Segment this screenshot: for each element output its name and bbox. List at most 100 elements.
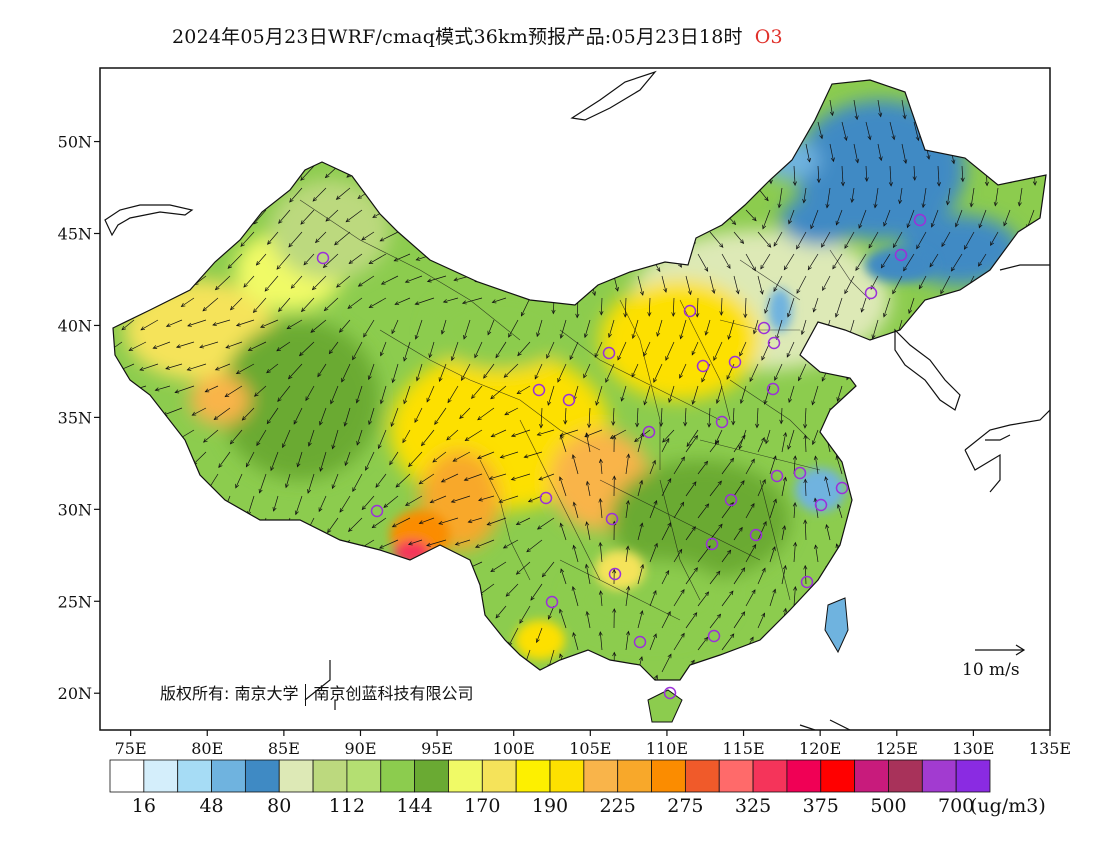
wind-arrow xyxy=(213,407,231,421)
wind-arrow xyxy=(534,363,543,380)
wind-arrow xyxy=(685,275,692,296)
wind-arrow xyxy=(825,523,831,541)
colorbar-label: 112 xyxy=(328,795,366,817)
station-marker xyxy=(539,491,553,505)
station-marker xyxy=(864,286,878,300)
wind-arrow xyxy=(803,407,808,429)
wind-arrow xyxy=(892,275,903,295)
lon-tick-label: 95E xyxy=(421,739,453,758)
wind-arrow xyxy=(461,363,471,382)
wind-arrow xyxy=(289,187,303,203)
wind-arrow xyxy=(691,385,699,405)
wind-arrow xyxy=(305,385,315,402)
wind-arrow xyxy=(490,561,507,573)
wind-arrow xyxy=(631,363,639,378)
wind-arrow xyxy=(993,187,999,207)
colorbar-label: 325 xyxy=(734,795,772,817)
wind-arrow xyxy=(477,407,495,421)
wind-arrow xyxy=(536,319,543,338)
wind-arrow xyxy=(755,407,760,429)
wind-arrow xyxy=(418,473,435,485)
wind-arrow xyxy=(781,525,787,541)
wind-arrow xyxy=(495,605,507,619)
wind-arrow xyxy=(803,519,808,541)
wind-arrow xyxy=(379,385,387,405)
wind-arrow xyxy=(375,473,387,488)
wind-reference-arrow xyxy=(975,644,1026,656)
wind-arrow xyxy=(202,297,219,312)
wind-arrow xyxy=(769,498,777,519)
station-marker xyxy=(835,481,849,495)
wind-arrow xyxy=(757,437,765,453)
wind-arrow xyxy=(569,341,579,361)
wind-arrow xyxy=(530,583,543,601)
wind-arrow xyxy=(345,209,363,223)
station-marker xyxy=(766,382,780,396)
wind-arrow xyxy=(432,451,447,463)
wind-arrow xyxy=(906,209,915,229)
wind-arrow xyxy=(733,611,746,629)
wind-arrow xyxy=(936,165,941,187)
wind-arrow xyxy=(225,341,243,349)
wind-arrow xyxy=(1058,637,1066,650)
wind-arrow xyxy=(229,297,243,311)
station-marker xyxy=(724,493,738,507)
wind-arrow xyxy=(255,253,267,266)
wind-arrow xyxy=(865,121,872,141)
colorbar-label: 275 xyxy=(667,795,704,817)
wind-arrow xyxy=(822,275,831,291)
colorbar-swatch xyxy=(684,759,720,793)
wind-arrow xyxy=(307,473,315,494)
wind-arrow xyxy=(595,385,603,406)
wind-arrow xyxy=(913,121,920,142)
wind-arrow xyxy=(796,231,807,250)
station-marker xyxy=(663,686,677,700)
pollutant-label: O3 xyxy=(754,26,783,48)
wind-arrow xyxy=(300,209,315,225)
wind-arrow xyxy=(389,451,399,466)
station-marker xyxy=(696,359,710,373)
wind-arrow xyxy=(769,455,777,475)
wind-arrow xyxy=(721,633,735,651)
wind-arrow xyxy=(816,165,821,184)
wind-arrow xyxy=(623,297,628,318)
colorbar-swatch xyxy=(820,759,856,793)
wind-arrow xyxy=(459,407,471,420)
wind-arrow xyxy=(709,523,723,541)
wind-arrow xyxy=(235,319,255,327)
station-marker xyxy=(800,575,814,589)
wind-arrow xyxy=(330,385,339,405)
wind-arrow xyxy=(598,631,603,651)
lat-tick-label: 25N xyxy=(58,592,92,611)
wind-arrow xyxy=(235,363,255,375)
wind-arrow xyxy=(560,568,567,585)
wind-arrow xyxy=(807,253,819,271)
wind-arrow xyxy=(1058,677,1068,694)
wind-arrow xyxy=(769,546,776,563)
wind-arrow xyxy=(752,319,759,335)
wind-arrow xyxy=(519,605,531,624)
lat-tick-label: 35N xyxy=(58,408,92,427)
wind-arrow xyxy=(504,407,519,416)
wind-arrow xyxy=(204,385,219,393)
wind-arrow xyxy=(673,632,685,651)
wind-arrow xyxy=(339,495,351,513)
wind-arrow xyxy=(395,473,411,488)
wind-arrow xyxy=(812,297,819,313)
wind-arrow xyxy=(572,501,579,519)
station-marker xyxy=(602,346,616,360)
wind-arrow xyxy=(139,363,159,371)
wind-arrow xyxy=(617,341,627,361)
wind-arrow xyxy=(825,187,831,209)
wind-arrow xyxy=(901,143,908,165)
colorbar-swatch xyxy=(617,759,652,793)
wind-arrow xyxy=(765,429,771,445)
colorbar-swatch xyxy=(481,759,517,793)
wind-arrow xyxy=(339,319,351,333)
title-text: 2024年05月23日WRF/cmaq模式36km预报产品:05月23日18时 xyxy=(172,26,743,48)
wind-arrow xyxy=(498,495,519,504)
wind-arrow xyxy=(474,539,495,548)
wind-arrow xyxy=(695,297,700,318)
lon-tick-label: 75E xyxy=(115,739,147,758)
wind-arrow xyxy=(483,363,495,379)
